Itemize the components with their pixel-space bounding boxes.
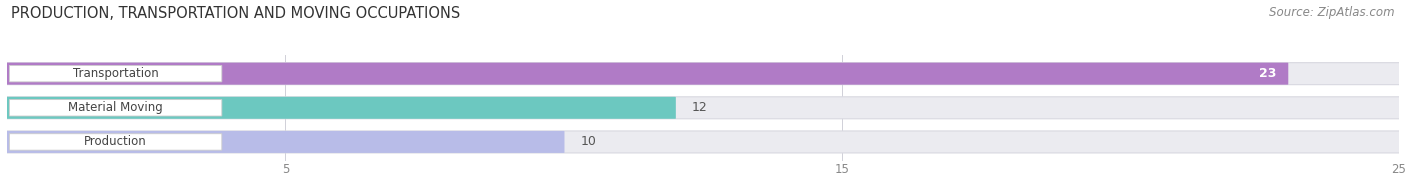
FancyBboxPatch shape bbox=[10, 100, 222, 116]
Text: 23: 23 bbox=[1260, 67, 1277, 80]
Text: Source: ZipAtlas.com: Source: ZipAtlas.com bbox=[1270, 6, 1395, 19]
FancyBboxPatch shape bbox=[7, 63, 1288, 85]
Text: Production: Production bbox=[84, 135, 148, 148]
Text: PRODUCTION, TRANSPORTATION AND MOVING OCCUPATIONS: PRODUCTION, TRANSPORTATION AND MOVING OC… bbox=[11, 6, 461, 21]
FancyBboxPatch shape bbox=[10, 65, 222, 82]
Text: 12: 12 bbox=[692, 101, 707, 114]
Text: 10: 10 bbox=[581, 135, 596, 148]
FancyBboxPatch shape bbox=[7, 131, 564, 153]
FancyBboxPatch shape bbox=[7, 97, 1399, 119]
FancyBboxPatch shape bbox=[7, 131, 1399, 153]
FancyBboxPatch shape bbox=[7, 63, 1399, 85]
Text: Material Moving: Material Moving bbox=[69, 101, 163, 114]
Text: Transportation: Transportation bbox=[73, 67, 159, 80]
FancyBboxPatch shape bbox=[10, 134, 222, 150]
FancyBboxPatch shape bbox=[7, 97, 676, 119]
